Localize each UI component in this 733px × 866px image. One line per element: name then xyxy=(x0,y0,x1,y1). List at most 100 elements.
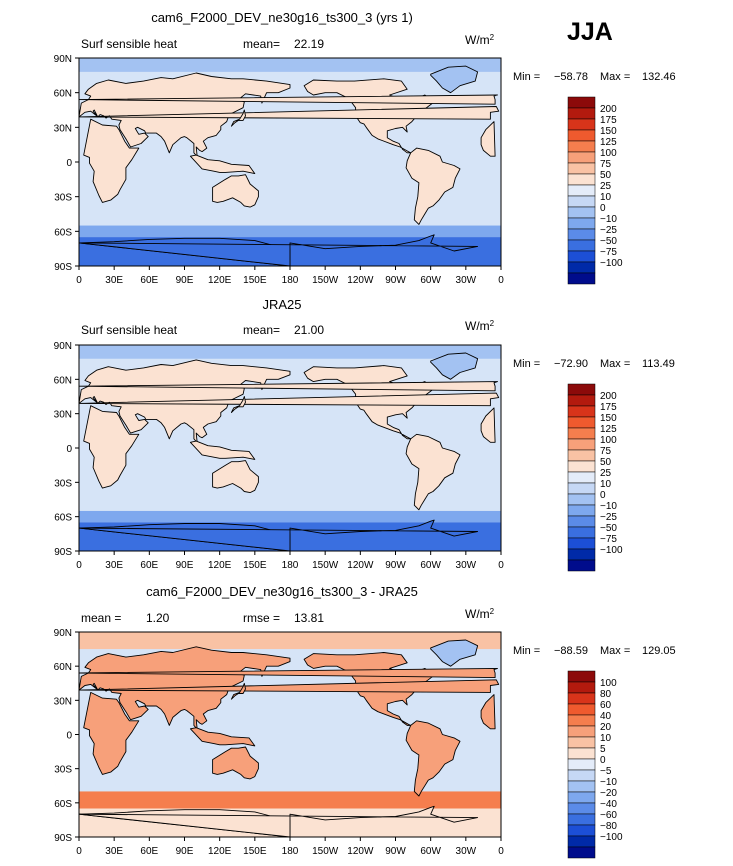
xtick-label: 0 xyxy=(498,275,504,286)
colorbar-level: 10 xyxy=(600,479,612,490)
colorbar-level: −10 xyxy=(600,777,617,788)
colorbar-level: −100 xyxy=(600,545,623,556)
panel-title: JRA25 xyxy=(262,297,301,312)
xtick-label: 60E xyxy=(140,275,158,286)
colorbar-box xyxy=(567,537,596,550)
ytick-label: 60S xyxy=(54,799,72,810)
colorbar-box xyxy=(567,449,596,462)
colorbar-level: 100 xyxy=(600,678,617,689)
coastline-south-america xyxy=(405,147,461,225)
min-label: Min = xyxy=(513,358,540,370)
colorbar-box xyxy=(567,802,596,815)
colorbar-box xyxy=(567,195,596,208)
season-label: JJA xyxy=(567,18,613,46)
coastline-africa xyxy=(83,691,140,775)
coastline-uk xyxy=(79,94,498,105)
xtick-label: 90E xyxy=(176,846,194,857)
xtick-label: 150E xyxy=(243,275,267,286)
xtick-label: 120E xyxy=(208,275,232,286)
xtick-label: 60W xyxy=(420,275,441,286)
colorbar-level: −100 xyxy=(600,832,623,843)
colorbar-level: −50 xyxy=(600,523,617,534)
coastline-japan xyxy=(230,682,246,700)
ytick-label: 0 xyxy=(66,731,72,742)
ytick-label: 30S xyxy=(54,193,72,204)
lat-band-2 xyxy=(79,510,501,523)
max-label: Max = xyxy=(600,358,630,370)
xtick-label: 30W xyxy=(456,846,477,857)
coastline-uk xyxy=(79,667,498,679)
colorbar-level: 150 xyxy=(600,413,617,424)
xtick-label: 180 xyxy=(282,560,299,571)
coastline-indonesia xyxy=(189,727,256,747)
ytick-label: 60S xyxy=(54,513,72,524)
colorbar-box xyxy=(567,670,596,683)
xtick-label: 30E xyxy=(105,560,123,571)
xtick-label: 30E xyxy=(105,275,123,286)
colorbar-box xyxy=(567,548,596,561)
colorbar-level: −80 xyxy=(600,821,617,832)
coastline-japan xyxy=(230,396,246,413)
ytick-label: 30S xyxy=(54,478,72,489)
xtick-label: 90W xyxy=(385,846,406,857)
colorbar-level: −75 xyxy=(600,247,617,258)
colorbar-box xyxy=(567,769,596,782)
colorbar-level: 20 xyxy=(600,722,612,733)
colorbar-level: −40 xyxy=(600,799,617,810)
mean-value: 1.20 xyxy=(146,611,170,625)
mean-label: mean= xyxy=(243,37,280,51)
map-panel-1: cam6_F2000_DEV_ne30g16_ts300_3 (yrs 1) Su… xyxy=(54,10,676,286)
colorbar-level: 0 xyxy=(600,203,606,214)
colorbar-level: −50 xyxy=(600,236,617,247)
colorbar-level: 25 xyxy=(600,181,612,192)
xtick-label: 120W xyxy=(347,846,374,857)
mean-label: mean= xyxy=(243,323,280,337)
map-field xyxy=(79,632,501,837)
ytick-label: 90N xyxy=(54,628,72,639)
colorbar-box xyxy=(567,427,596,440)
coastline-antarctica xyxy=(79,234,479,266)
colorbar-level: 10 xyxy=(600,733,612,744)
panel-title: cam6_F2000_DEV_ne30g16_ts300_3 (yrs 1) xyxy=(151,10,413,25)
colorbar-level: −75 xyxy=(600,534,617,545)
colorbar-box xyxy=(567,416,596,429)
xtick-label: 150W xyxy=(312,846,339,857)
colorbar-level: 0 xyxy=(600,490,606,501)
coastline-indonesia xyxy=(189,440,256,460)
field-label: Surf sensible heat xyxy=(81,37,178,51)
colorbar-box xyxy=(567,813,596,826)
coastline-eurasia xyxy=(79,392,500,407)
xtick-label: 90E xyxy=(176,560,194,571)
colorbar-box xyxy=(567,526,596,539)
mean-value: 21.00 xyxy=(294,323,324,337)
xtick-label: 0 xyxy=(498,846,504,857)
colorbar-box xyxy=(567,824,596,837)
colorbar-box xyxy=(567,162,596,175)
colorbar-level: 40 xyxy=(600,711,612,722)
xtick-label: 0 xyxy=(76,275,82,286)
xtick-label: 90E xyxy=(176,275,194,286)
max-label: Max = xyxy=(600,71,630,83)
colorbar-level: 150 xyxy=(600,126,617,137)
xtick-label: 60W xyxy=(420,560,441,571)
mean-value: 22.19 xyxy=(294,37,324,51)
colorbar-level: 200 xyxy=(600,391,617,402)
min-label: Min = xyxy=(513,645,540,657)
ytick-label: 0 xyxy=(66,158,72,169)
colorbar-box xyxy=(567,703,596,716)
min-value: −58.78 xyxy=(554,71,588,83)
xtick-label: 180 xyxy=(282,275,299,286)
colorbar-level: 75 xyxy=(600,446,612,457)
xtick-label: 90W xyxy=(385,560,406,571)
min-value: −88.59 xyxy=(554,645,588,657)
colorbar-box xyxy=(567,239,596,252)
colorbar-level: −10 xyxy=(600,501,617,512)
colorbar-box xyxy=(567,405,596,418)
colorbar-box xyxy=(567,482,596,495)
coastline-australia xyxy=(212,746,259,780)
max-value: 132.46 xyxy=(642,71,676,83)
colorbar-level: −60 xyxy=(600,810,617,821)
colorbar-box xyxy=(567,107,596,120)
coastline-africa xyxy=(480,694,496,730)
